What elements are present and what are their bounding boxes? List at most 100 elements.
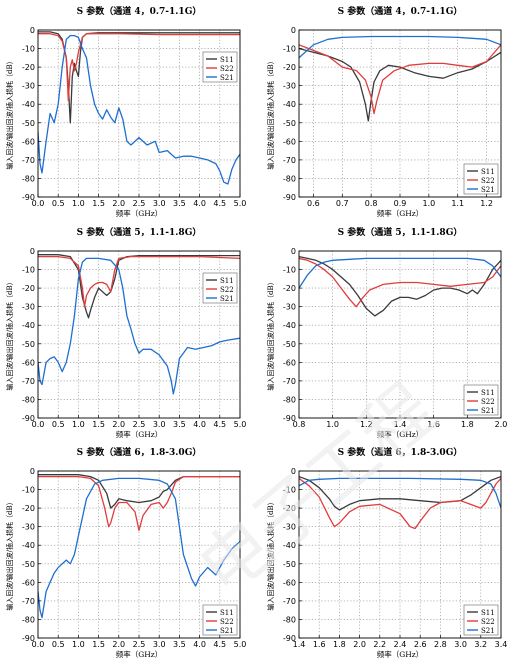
x-tick-label: 3.0 <box>454 640 467 649</box>
legend-label: S11 <box>481 168 495 176</box>
y-tick-label: -80 <box>283 615 296 624</box>
y-tick-label: -20 <box>22 284 35 293</box>
x-tick-label: 1.8 <box>333 640 346 649</box>
chart-panel-6: S 参数（通道 6，1.8-3.0G） 1.4 1.6 1.8 2.0 2.2 2.4 2.6… <box>261 441 523 662</box>
y-axis-label: 输入回波/输出回波/插入损耗（dB） <box>5 278 14 390</box>
y-tick-label: 0 <box>291 247 296 256</box>
x-tick-label: 0.8 <box>293 420 306 429</box>
chart-svg-1: S 参数（通道 4，0.7-1.1G） 0.0 0.5 1.0 1.5 2.0 2.5 3.0… <box>5 5 247 218</box>
x-tick-label: 2.5 <box>133 199 146 208</box>
y-tick-label: -60 <box>283 137 296 146</box>
x-tick-label: 0.9 <box>394 199 407 208</box>
y-tick-label: -30 <box>283 82 296 91</box>
series-line-s21 <box>299 35 501 59</box>
x-tick-label: 0.0 <box>32 420 45 429</box>
y-axis-label: 输入回波/输出回波/插入损耗（dB） <box>5 57 14 169</box>
y-axis-label: 输入回波/输出回波/插入损耗（dB） <box>266 57 275 169</box>
y-tick-label: -10 <box>22 45 35 54</box>
x-tick-label: 1.0 <box>326 420 339 429</box>
y-tick-label: -20 <box>22 63 35 72</box>
y-tick-label: -10 <box>283 486 296 495</box>
x-tick-label: 0.0 <box>32 640 45 649</box>
y-tick-label: 0 <box>291 26 296 35</box>
legend-label: S22 <box>220 65 234 73</box>
series-line-s11 <box>299 255 501 317</box>
chart-title: S 参数（通道 4，0.7-1.1G） <box>338 5 463 17</box>
y-tick-label: -80 <box>22 615 35 624</box>
chart-svg-5: S 参数（通道 6，1.8-3.0G） 0.0 0.5 1.0 1.5 2.0 2.5 3.0… <box>5 446 246 659</box>
y-tick-label: -80 <box>283 174 296 183</box>
y-tick-label: 0 <box>30 26 35 35</box>
x-tick-label: 2.2 <box>373 640 386 649</box>
x-tick-label: 3.4 <box>495 640 508 649</box>
chart-panel-5: S 参数（通道 6，1.8-3.0G） 0.0 0.5 1.0 1.5 2.0 2.5 3.0… <box>0 441 262 662</box>
x-tick-label: 1.6 <box>427 420 440 429</box>
x-axis-label: 频率（GHz） <box>377 429 423 439</box>
legend-label: S22 <box>481 177 495 185</box>
y-tick-label: -20 <box>283 63 296 72</box>
y-tick-label: -50 <box>22 340 35 349</box>
y-tick-label: -40 <box>22 321 35 330</box>
series-group <box>38 31 240 185</box>
legend-label: S22 <box>481 398 495 406</box>
chart-title: S 参数（通道 5，1.1-1.8G） <box>338 226 463 238</box>
x-axis-label: 频率（GHz） <box>116 649 162 659</box>
x-tick-label: 3.5 <box>173 640 186 649</box>
x-tick-label: 4.5 <box>213 199 226 208</box>
series-line-s22 <box>299 44 501 115</box>
y-tick-label: -90 <box>283 193 296 202</box>
x-tick-label: 1.0 <box>422 199 435 208</box>
legend-label: S22 <box>220 286 234 294</box>
y-tick-label: -20 <box>22 504 35 513</box>
x-tick-label: 0.5 <box>52 199 65 208</box>
y-tick-label: -70 <box>22 156 35 165</box>
legend-label: S21 <box>481 407 495 415</box>
x-tick-label: 2.4 <box>394 640 407 649</box>
chart-panel-2: S 参数（通道 4，0.7-1.1G） 0.6 0.7 0.8 0.9 1.0 1.1 1.2… <box>261 0 523 221</box>
x-tick-label: 4.0 <box>193 199 206 208</box>
x-tick-label: 3.5 <box>173 420 186 429</box>
y-tick-label: -50 <box>283 340 296 349</box>
x-tick-label: 0.0 <box>32 199 45 208</box>
y-axis-label: 输入回波/输出回波/插入损耗（dB） <box>266 498 275 610</box>
series-line-s22 <box>299 477 501 530</box>
y-tick-label: -90 <box>283 414 296 423</box>
y-tick-label: -70 <box>283 597 296 606</box>
y-tick-label: -50 <box>22 119 35 128</box>
x-tick-label: 2.8 <box>434 640 447 649</box>
y-tick-label: -30 <box>283 523 296 532</box>
series-group <box>38 474 240 619</box>
x-tick-label: 4.0 <box>193 640 206 649</box>
y-axis-label: 输入回波/输出回波/插入损耗（dB） <box>266 278 275 390</box>
x-tick-label: 1.5 <box>92 640 105 649</box>
x-tick-label: 5.0 <box>234 420 247 429</box>
legend-label: S21 <box>481 186 495 194</box>
x-tick-label: 1.0 <box>72 199 85 208</box>
x-tick-label: 3.0 <box>153 199 166 208</box>
chart-svg-4: S 参数（通道 5，1.1-1.8G） 0.8 1.0 1.2 1.4 1.6 1.8 2.0… <box>266 226 507 439</box>
y-tick-label: -60 <box>283 578 296 587</box>
series-line-s21 <box>38 34 240 185</box>
x-tick-label: 1.0 <box>72 640 85 649</box>
x-tick-label: 5.0 <box>234 199 247 208</box>
chart-svg-6: S 参数（通道 6，1.8-3.0G） 1.4 1.6 1.8 2.0 2.2 2.4 2.6… <box>266 446 508 659</box>
x-tick-label: 1.8 <box>461 420 474 429</box>
series-line-s22 <box>299 257 501 308</box>
y-tick-label: -50 <box>283 560 296 569</box>
legend-label: S21 <box>220 295 234 303</box>
y-tick-label: -40 <box>22 100 35 109</box>
y-tick-label: -40 <box>283 100 296 109</box>
chart-title: S 参数（通道 6，1.8-3.0G） <box>77 446 202 458</box>
x-tick-label: 0.5 <box>52 420 65 429</box>
x-tick-label: 2.5 <box>133 640 146 649</box>
chart-svg-2: S 参数（通道 4，0.7-1.1G） 0.6 0.7 0.8 0.9 1.0 1.1 1.2… <box>266 5 502 218</box>
series-group <box>299 35 501 122</box>
x-tick-label: 2.0 <box>112 199 125 208</box>
y-tick-label: -50 <box>283 119 296 128</box>
y-tick-label: 0 <box>30 247 35 256</box>
y-tick-label: -60 <box>22 578 35 587</box>
series-line-s21 <box>299 477 501 509</box>
y-tick-label: -60 <box>283 358 296 367</box>
